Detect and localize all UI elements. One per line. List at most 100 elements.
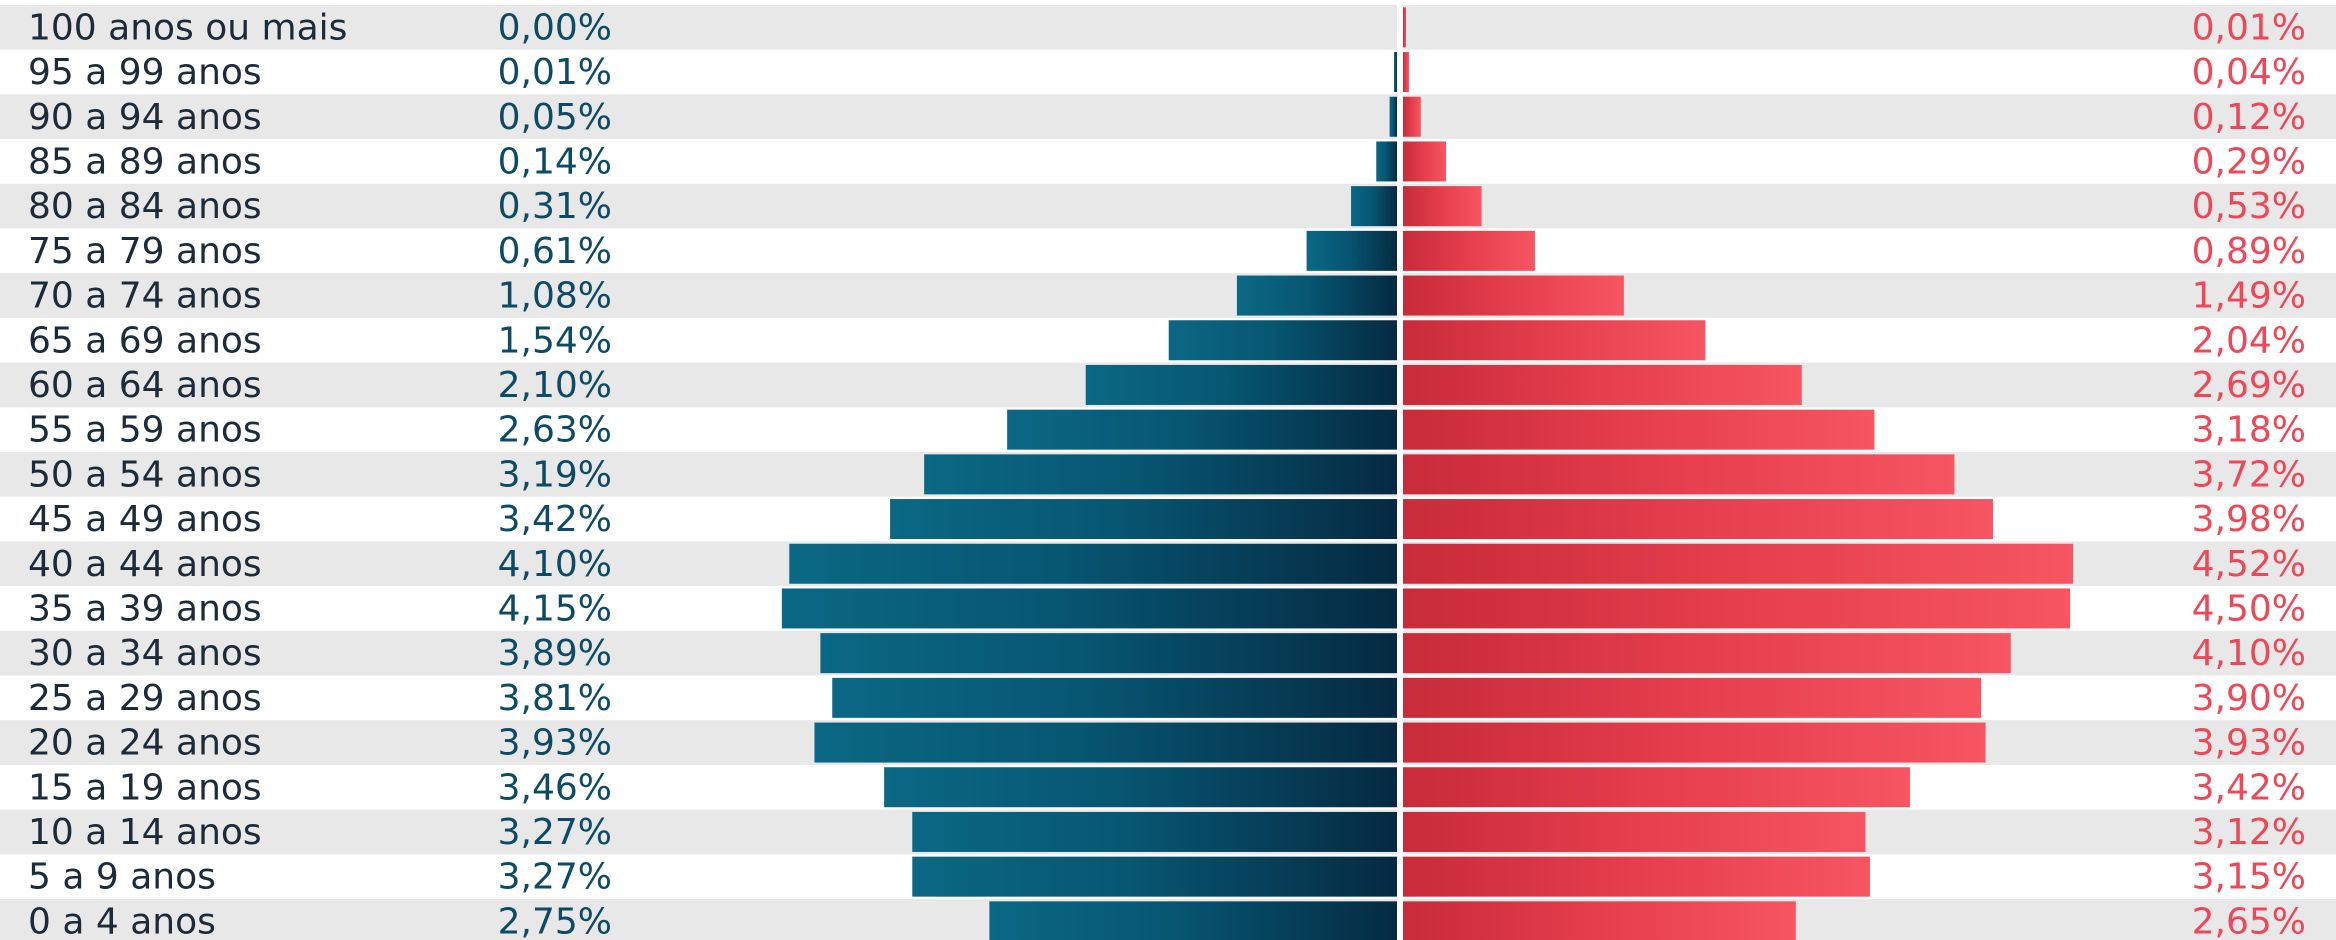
- female-bar: [1403, 320, 1706, 361]
- age-group-label: 100 anos ou mais: [28, 7, 347, 48]
- male-bar: [912, 811, 1397, 852]
- age-group-label: 5 a 9 anos: [28, 857, 216, 898]
- age-group-label: 90 a 94 anos: [28, 97, 262, 138]
- row-stripe: [0, 183, 2336, 229]
- male-bar: [814, 722, 1397, 763]
- female-bar: [1403, 677, 1982, 718]
- female-value-label: 3,90%: [2192, 678, 2306, 719]
- male-bar: [912, 856, 1397, 897]
- female-value-label: 3,18%: [2192, 410, 2306, 451]
- male-value-label: 0,61%: [498, 231, 612, 272]
- male-value-label: 0,14%: [498, 141, 612, 182]
- female-value-label: 3,98%: [2192, 499, 2306, 540]
- male-value-label: 3,19%: [498, 454, 612, 495]
- male-value-label: 4,10%: [498, 544, 612, 585]
- row-stripe: [0, 5, 2336, 50]
- male-value-label: 2,75%: [498, 901, 612, 940]
- male-bar: [924, 454, 1397, 495]
- male-bar: [1007, 409, 1397, 450]
- female-bar: [1403, 543, 2073, 584]
- age-group-label: 60 a 64 anos: [28, 365, 262, 406]
- female-value-label: 3,42%: [2192, 767, 2306, 808]
- age-group-label: 0 a 4 anos: [28, 901, 216, 940]
- female-value-label: 0,12%: [2192, 97, 2306, 138]
- female-value-label: 2,69%: [2192, 365, 2306, 406]
- female-value-label: 0,53%: [2192, 186, 2306, 227]
- female-bar: [1403, 96, 1421, 137]
- female-bar: [1403, 7, 1406, 48]
- male-value-label: 3,93%: [498, 723, 612, 764]
- female-value-label: 0,01%: [2192, 7, 2306, 48]
- age-group-label: 15 a 19 anos: [28, 767, 262, 808]
- male-value-label: 3,46%: [498, 767, 612, 808]
- female-bar: [1403, 52, 1409, 93]
- male-bar: [1376, 141, 1397, 182]
- female-bar: [1403, 499, 1993, 540]
- female-bar: [1403, 633, 2011, 674]
- male-value-label: 4,15%: [498, 588, 612, 629]
- female-value-label: 0,89%: [2192, 231, 2306, 272]
- female-value-label: 3,15%: [2192, 857, 2306, 898]
- age-group-label: 85 a 89 anos: [28, 141, 262, 182]
- female-value-label: 3,72%: [2192, 454, 2306, 495]
- male-bar: [1394, 52, 1397, 93]
- female-bar: [1403, 364, 1802, 405]
- female-bar: [1403, 141, 1446, 182]
- age-group-label: 70 a 74 anos: [28, 276, 262, 317]
- male-value-label: 3,89%: [498, 633, 612, 674]
- female-bar: [1403, 588, 2071, 629]
- female-value-label: 3,12%: [2192, 812, 2306, 853]
- female-bar: [1403, 275, 1624, 316]
- male-value-label: 2,10%: [498, 365, 612, 406]
- age-group-label: 35 a 39 anos: [28, 588, 262, 629]
- male-bar: [1236, 275, 1397, 316]
- age-group-label: 55 a 59 anos: [28, 410, 262, 451]
- female-value-label: 0,29%: [2192, 141, 2306, 182]
- female-value-label: 0,04%: [2192, 52, 2306, 93]
- male-value-label: 0,05%: [498, 97, 612, 138]
- female-value-label: 1,49%: [2192, 276, 2306, 317]
- male-bar: [989, 901, 1397, 940]
- female-bar: [1403, 856, 1870, 897]
- male-bar: [890, 499, 1397, 540]
- male-value-label: 0,01%: [498, 52, 612, 93]
- female-value-label: 4,52%: [2192, 544, 2306, 585]
- male-bar: [1351, 186, 1397, 227]
- age-group-label: 65 a 69 anos: [28, 320, 262, 361]
- male-bar: [781, 588, 1397, 629]
- female-bar: [1403, 901, 1796, 940]
- female-bar: [1403, 409, 1875, 450]
- age-group-label: 30 a 34 anos: [28, 633, 262, 674]
- male-value-label: 1,08%: [498, 276, 612, 317]
- female-bar: [1403, 454, 1955, 495]
- male-value-label: 0,00%: [498, 7, 612, 48]
- male-value-label: 3,27%: [498, 857, 612, 898]
- female-value-label: 2,65%: [2192, 901, 2306, 940]
- male-value-label: 3,27%: [498, 812, 612, 853]
- female-bar: [1403, 186, 1482, 227]
- male-value-label: 0,31%: [498, 186, 612, 227]
- age-group-label: 95 a 99 anos: [28, 52, 262, 93]
- female-bar: [1403, 767, 1910, 808]
- male-value-label: 2,63%: [498, 410, 612, 451]
- age-group-label: 80 a 84 anos: [28, 186, 262, 227]
- age-group-label: 75 a 79 anos: [28, 231, 262, 272]
- row-stripe: [0, 273, 2336, 318]
- male-bar: [1168, 320, 1397, 361]
- female-value-label: 4,10%: [2192, 633, 2306, 674]
- female-bar: [1403, 230, 1535, 271]
- male-value-label: 3,81%: [498, 678, 612, 719]
- male-bar: [1306, 230, 1397, 271]
- row-stripe: [0, 94, 2336, 140]
- male-bar: [832, 677, 1397, 718]
- male-value-label: 3,42%: [498, 499, 612, 540]
- age-group-label: 45 a 49 anos: [28, 499, 262, 540]
- male-bar: [820, 633, 1397, 674]
- age-group-label: 50 a 54 anos: [28, 454, 262, 495]
- male-bar: [1085, 364, 1397, 405]
- female-bar: [1403, 811, 1866, 852]
- female-value-label: 2,04%: [2192, 320, 2306, 361]
- age-group-label: 10 a 14 anos: [28, 812, 262, 853]
- age-group-label: 20 a 24 anos: [28, 723, 262, 764]
